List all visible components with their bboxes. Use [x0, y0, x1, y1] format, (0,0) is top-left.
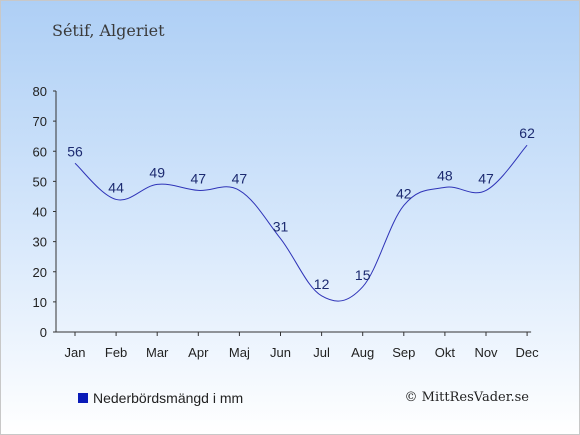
y-tick-label: 60 [33, 144, 47, 159]
chart-title: Sétif, Algeriet [52, 21, 165, 40]
x-tick-label: Apr [188, 345, 209, 360]
x-tick-label: Jan [65, 345, 86, 360]
credit-text: © MittResVader.se [404, 390, 529, 405]
x-tick-label: Okt [435, 345, 456, 360]
legend-swatch [78, 393, 88, 403]
x-tick-label: Feb [105, 345, 127, 360]
y-tick-label: 0 [40, 325, 47, 340]
y-tick-label: 30 [33, 235, 47, 250]
x-tick-label: Dec [516, 345, 540, 360]
x-tick-label: Nov [474, 345, 498, 360]
data-label: 42 [396, 185, 412, 201]
y-tick-label: 20 [33, 265, 47, 280]
data-label: 47 [191, 170, 207, 186]
y-tick-label: 80 [33, 84, 47, 99]
data-label: 31 [273, 219, 289, 235]
legend: Nederbördsmängd i mm [78, 390, 243, 406]
data-label: 62 [519, 125, 535, 141]
data-label: 44 [108, 179, 124, 195]
y-tick-label: 40 [33, 205, 47, 220]
data-label: 49 [149, 164, 165, 180]
data-label: 15 [355, 267, 371, 283]
data-labels: 56 44 49 47 47 31 12 15 42 48 47 62 [67, 125, 535, 292]
y-tick-label: 70 [33, 114, 47, 129]
legend-label: Nederbördsmängd i mm [93, 390, 244, 406]
data-label: 48 [437, 167, 453, 183]
x-tick-label: Aug [351, 345, 374, 360]
series-line-precipitation [74, 144, 528, 302]
y-tick-label: 50 [33, 174, 47, 189]
x-tick-label: Jun [270, 345, 291, 360]
data-label: 56 [67, 143, 83, 159]
axes: 0 10 20 30 40 50 60 70 80 Jan Feb Mar Apr Maj Jun Jul Au… [33, 84, 540, 360]
y-tick-label: 10 [33, 295, 47, 310]
x-tick-label: Jul [313, 345, 330, 360]
data-label: 12 [314, 276, 330, 292]
data-label: 47 [478, 170, 494, 186]
x-tick-label: Maj [229, 345, 250, 360]
x-tick-label: Sep [392, 345, 415, 360]
data-label: 47 [232, 170, 248, 186]
x-tick-label: Mar [146, 345, 169, 360]
